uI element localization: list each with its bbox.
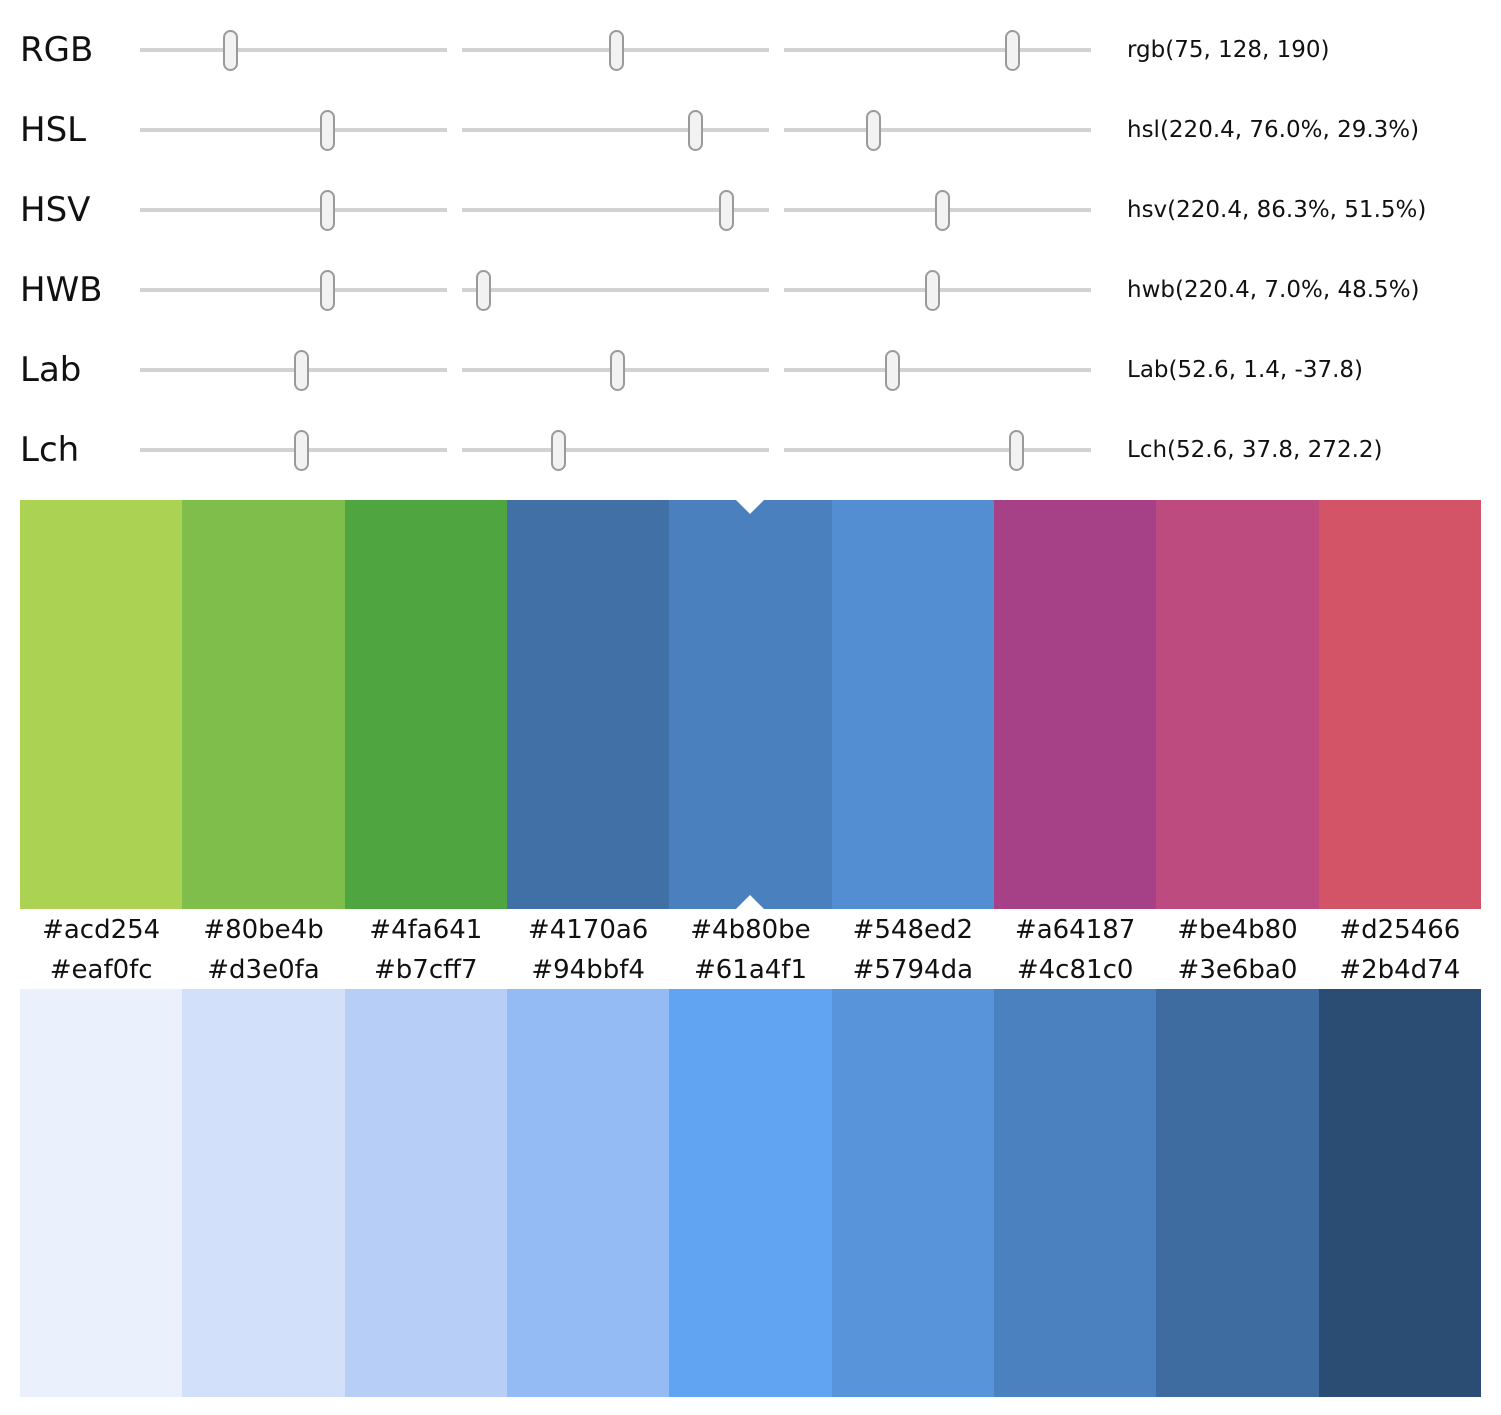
slider-track-2[interactable] — [462, 349, 769, 391]
slider-thumb-2[interactable] — [687, 109, 703, 151]
colorspace-label: RGB — [20, 30, 94, 70]
colorspace-label: Lch — [20, 430, 80, 470]
slider-track-3[interactable] — [784, 29, 1091, 71]
color-value-text: hsl(220.4, 76.0%, 29.3%) — [1127, 117, 1420, 143]
slider-thumb-1[interactable] — [293, 429, 309, 471]
hex-label: #94bbf4 — [531, 954, 645, 985]
slider-track-3[interactable] — [784, 109, 1091, 151]
slider-track-1[interactable] — [140, 189, 447, 231]
slider-track-2[interactable] — [462, 109, 769, 151]
slider-track-1[interactable] — [140, 349, 447, 391]
slider-track-1[interactable] — [140, 269, 447, 311]
slider-thumb-2[interactable] — [610, 349, 626, 391]
palette-swatch[interactable] — [506, 989, 670, 1397]
slider-thumb-3[interactable] — [1005, 29, 1021, 71]
slider-section: RGB rgb(75, 128, 190) HSL hsl(220.4, 76.… — [0, 0, 1501, 490]
slider-row: HSV hsv(220.4, 86.3%, 51.5%) — [0, 170, 1501, 250]
colorspace-label: HSV — [20, 190, 91, 230]
palette-swatch[interactable] — [1156, 989, 1319, 1397]
hex-label: #548ed2 — [852, 914, 974, 945]
lightness-scale-strip — [20, 989, 1481, 1397]
slider-row: HSL hsl(220.4, 76.0%, 29.3%) — [0, 90, 1501, 170]
palette-swatch[interactable] — [182, 989, 345, 1397]
slider-thumb-1[interactable] — [293, 349, 309, 391]
slider-thumb-2[interactable] — [551, 429, 567, 471]
palette-swatch[interactable] — [993, 500, 1157, 909]
palette-swatch[interactable] — [669, 989, 832, 1397]
slider-track-3[interactable] — [784, 189, 1091, 231]
slider-row: Lab Lab(52.6, 1.4, -37.8) — [0, 330, 1501, 410]
color-value-text: Lch(52.6, 37.8, 272.2) — [1127, 437, 1383, 463]
selected-swatch-notch-bottom-icon — [736, 895, 765, 909]
selected-swatch-notch-top-icon — [736, 500, 765, 514]
hex-label: #61a4f1 — [693, 954, 807, 985]
hex-label: #be4b80 — [1177, 914, 1298, 945]
palette-swatch[interactable] — [1318, 500, 1481, 909]
slider-thumb-2[interactable] — [719, 189, 735, 231]
hex-label: #5794da — [852, 954, 973, 985]
hue-palette-strip — [20, 500, 1481, 909]
palette-swatch[interactable] — [20, 989, 183, 1397]
hex-label: #d3e0fa — [207, 954, 320, 985]
palette-swatch[interactable] — [1318, 989, 1481, 1397]
color-value-text: hwb(220.4, 7.0%, 48.5%) — [1127, 277, 1420, 303]
palette-swatch[interactable] — [831, 989, 994, 1397]
slider-row: RGB rgb(75, 128, 190) — [0, 10, 1501, 90]
slider-thumb-1[interactable] — [320, 269, 336, 311]
palette-swatch[interactable] — [1156, 500, 1319, 909]
slider-track-3[interactable] — [784, 429, 1091, 471]
colorspace-label: Lab — [20, 350, 82, 390]
palette-swatch[interactable] — [20, 500, 183, 909]
palette-swatch[interactable] — [344, 989, 507, 1397]
slider-thumb-1[interactable] — [320, 109, 336, 151]
slider-thumb-1[interactable] — [222, 29, 238, 71]
hex-label: #acd254 — [42, 914, 161, 945]
palette-hex-row: #acd254 #80be4b #4fa641 #4170a6 #4b80be #548e… — [20, 909, 1481, 950]
slider-track-2[interactable] — [462, 269, 769, 311]
slider-thumb-1[interactable] — [320, 189, 336, 231]
slider-track-2[interactable] — [462, 29, 769, 71]
palette-swatch[interactable] — [506, 500, 670, 909]
slider-track-1[interactable] — [140, 109, 447, 151]
hex-label: #3e6ba0 — [1177, 954, 1298, 985]
palette-swatch[interactable] — [344, 500, 507, 909]
color-value-text: Lab(52.6, 1.4, -37.8) — [1127, 357, 1363, 383]
slider-thumb-3[interactable] — [866, 109, 882, 151]
hex-label: #80be4b — [203, 914, 324, 945]
slider-row: Lch Lch(52.6, 37.8, 272.2) — [0, 410, 1501, 490]
colorspace-label: HSL — [20, 110, 87, 150]
slider-track-1[interactable] — [140, 429, 447, 471]
slider-track-2[interactable] — [462, 429, 769, 471]
slider-track-3[interactable] — [784, 269, 1091, 311]
slider-thumb-3[interactable] — [1008, 429, 1024, 471]
palette-swatch[interactable] — [669, 500, 832, 909]
slider-thumb-3[interactable] — [925, 269, 941, 311]
slider-track-2[interactable] — [462, 189, 769, 231]
hex-label: #4170a6 — [527, 914, 649, 945]
palette-swatch[interactable] — [993, 989, 1157, 1397]
hex-label: #eaf0fc — [49, 954, 153, 985]
slider-thumb-3[interactable] — [885, 349, 901, 391]
colorspace-label: HWB — [20, 270, 103, 310]
hex-label: #4fa641 — [369, 914, 483, 945]
slider-track-3[interactable] — [784, 349, 1091, 391]
color-value-text: rgb(75, 128, 190) — [1127, 37, 1330, 63]
scale-hex-row: #eaf0fc #d3e0fa #b7cff7 #94bbf4 #61a4f1 #5794… — [20, 950, 1481, 989]
slider-thumb-3[interactable] — [934, 189, 950, 231]
hex-label: #2b4d74 — [1339, 954, 1461, 985]
slider-track-1[interactable] — [140, 29, 447, 71]
hex-label: #a64187 — [1014, 914, 1136, 945]
hex-label: #4c81c0 — [1016, 954, 1134, 985]
color-value-text: hsv(220.4, 86.3%, 51.5%) — [1127, 197, 1427, 223]
palette-swatch[interactable] — [182, 500, 345, 909]
hex-label: #b7cff7 — [374, 954, 478, 985]
hex-label: #d25466 — [1339, 914, 1461, 945]
slider-row: HWB hwb(220.4, 7.0%, 48.5%) — [0, 250, 1501, 330]
slider-thumb-2[interactable] — [608, 29, 624, 71]
slider-thumb-2[interactable] — [475, 269, 491, 311]
hex-label: #4b80be — [690, 914, 811, 945]
palette-swatch[interactable] — [831, 500, 994, 909]
